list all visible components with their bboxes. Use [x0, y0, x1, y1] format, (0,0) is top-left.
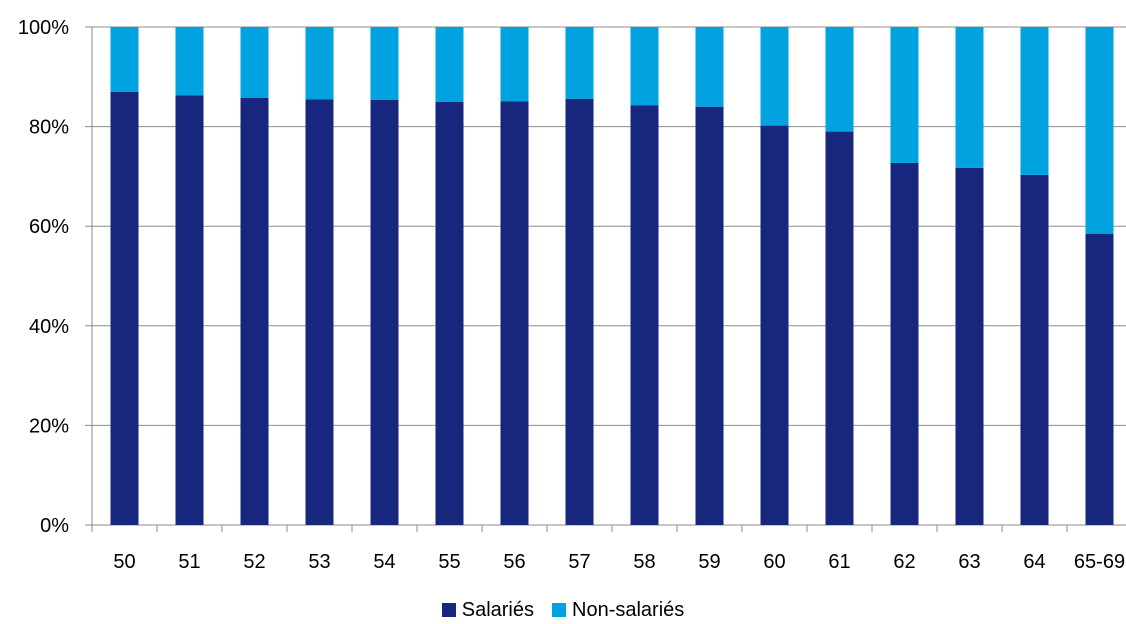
legend-label-salaries: Salariés: [461, 598, 534, 621]
bar-non-salaries: [890, 27, 919, 163]
bar-non-salaries: [305, 27, 334, 100]
x-tick-label: 57: [568, 551, 590, 573]
bar-non-salaries: [630, 27, 659, 106]
x-tick-label: 53: [308, 551, 330, 573]
bar-non-salaries: [1085, 27, 1114, 234]
y-tick-label: 40%: [29, 316, 69, 338]
bar-salaries: [305, 99, 334, 526]
x-tick-label: 56: [503, 551, 525, 573]
legend-label-non-salaries: Non-salariés: [572, 598, 685, 621]
bar-salaries: [500, 101, 529, 526]
bar-salaries: [695, 106, 724, 526]
bar-salaries: [565, 98, 594, 525]
x-tick-label: 50: [113, 551, 135, 573]
x-tick-label: 52: [243, 551, 265, 573]
bar-salaries: [1085, 233, 1114, 526]
bar-salaries: [1020, 174, 1049, 525]
bar-salaries: [890, 162, 919, 526]
x-tick-label: 59: [698, 551, 720, 573]
bar-non-salaries: [695, 27, 724, 107]
bar-non-salaries: [955, 27, 984, 168]
y-tick-label: 60%: [29, 216, 69, 238]
legend: Salariés Non-salariés: [0, 596, 1126, 624]
x-tick-label: 65-69: [1074, 551, 1125, 573]
bar-non-salaries: [370, 27, 399, 100]
bar-non-salaries: [1020, 27, 1049, 175]
legend-swatch-non-salaries: [552, 603, 566, 617]
x-tick-label: 61: [828, 551, 850, 573]
x-tick-label: 63: [958, 551, 980, 573]
bar-non-salaries: [240, 27, 269, 98]
bar-non-salaries: [435, 27, 464, 102]
bar-salaries: [760, 125, 789, 525]
bar-salaries: [435, 101, 464, 525]
bar-non-salaries: [565, 27, 594, 99]
bar-salaries: [175, 95, 204, 525]
bar-salaries: [370, 99, 399, 525]
y-tick-label: 0%: [40, 515, 69, 537]
bar-non-salaries: [500, 27, 529, 102]
x-tick-label: 64: [1023, 551, 1045, 573]
legend-swatch-salaries: [441, 603, 456, 617]
x-tick-label: 58: [633, 551, 655, 573]
x-tick-label: 62: [893, 551, 915, 573]
bar-salaries: [110, 91, 139, 526]
bar-salaries: [825, 131, 854, 525]
legend-item-non-salaries: Non-salariés: [552, 599, 684, 622]
bar-non-salaries: [825, 27, 854, 132]
x-tick-label: 51: [178, 551, 200, 573]
bar-salaries: [240, 97, 269, 525]
bar-non-salaries: [175, 27, 204, 96]
bar-salaries: [630, 105, 659, 525]
y-tick-label: 20%: [29, 415, 69, 437]
bar-non-salaries: [110, 27, 139, 92]
bar-salaries: [955, 167, 984, 525]
x-tick-label: 55: [438, 551, 460, 573]
y-tick-label: 80%: [29, 117, 69, 139]
x-tick-label: 60: [763, 551, 785, 573]
x-tick-label: 54: [373, 551, 395, 573]
legend-item-salaries: Salariés: [441, 598, 534, 622]
bar-non-salaries: [760, 27, 789, 126]
y-tick-label: 100%: [18, 17, 69, 39]
